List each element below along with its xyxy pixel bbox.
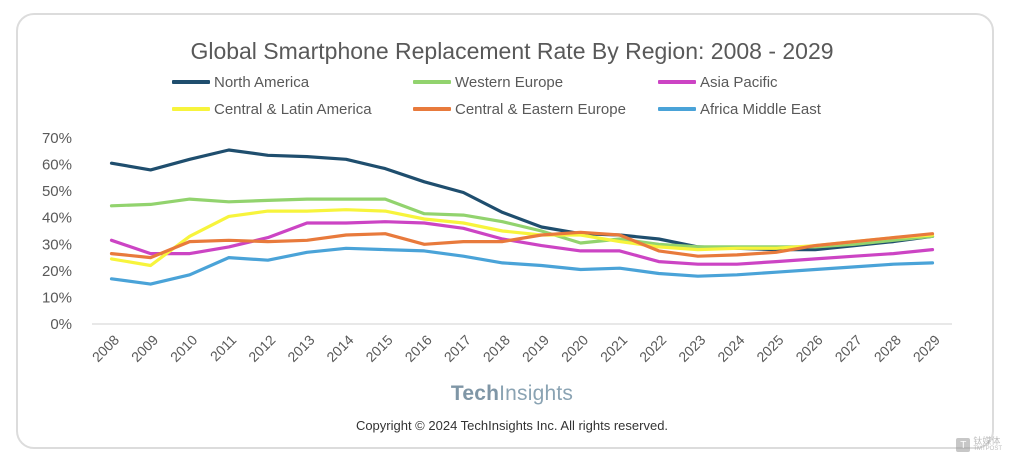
x-tick-label: 2013 [284, 331, 317, 364]
x-tick-label: 2028 [871, 331, 904, 364]
x-tick-label: 2023 [675, 331, 708, 364]
x-tick-label: 2020 [558, 331, 591, 364]
x-tick-label: 2027 [832, 331, 865, 364]
legend-swatch [658, 80, 696, 84]
brand-insights: Insights [499, 382, 574, 405]
x-tick-label: 2019 [519, 331, 552, 364]
series-line-central-latin-america [109, 208, 935, 268]
y-tick-label: 70% [42, 130, 72, 147]
series-line-north-america [109, 148, 935, 252]
legend-label: Western Europe [455, 73, 564, 91]
x-tick-label: 2016 [402, 331, 435, 364]
legend-swatch [172, 107, 210, 111]
y-tick-label: 60% [42, 157, 72, 174]
legend-swatch [172, 80, 210, 84]
legend-label: Asia Pacific [700, 73, 778, 91]
x-tick-label: 2022 [636, 331, 669, 364]
x-tick-label: 2025 [753, 331, 786, 364]
legend-swatch [658, 107, 696, 111]
legend-swatch [413, 107, 451, 111]
y-tick-label: 40% [42, 210, 72, 227]
techinsights-logo: TechInsights [0, 382, 1024, 406]
series-line-central-eastern-europe [109, 230, 935, 260]
legend-item: Africa Middle East [658, 100, 821, 118]
watermark-line1: 钛媒体 [973, 436, 1001, 446]
y-tick-label: 20% [42, 263, 72, 280]
legend-label: Central & Eastern Europe [455, 100, 626, 118]
tmtpost-logo-icon: T [956, 438, 971, 452]
x-tick-label: 2029 [910, 331, 943, 364]
tmtpost-watermark: T 钛媒体 TMTPOST [956, 437, 1002, 453]
legend-item: Central & Latin America [172, 100, 372, 118]
y-tick-label: 30% [42, 236, 72, 253]
x-tick-label: 2021 [597, 331, 630, 364]
series-line-africa-middle-east [109, 246, 935, 286]
x-tick-label: 2017 [441, 331, 474, 364]
legend-label: Africa Middle East [700, 100, 821, 118]
x-tick-label: 2012 [245, 331, 278, 364]
watermark-line2: TMTPOST [973, 446, 1002, 452]
x-tick-label: 2008 [89, 331, 122, 364]
legend-item: Western Europe [413, 73, 563, 91]
legend-item: North America [172, 73, 309, 91]
legend-label: North America [214, 73, 310, 91]
chart-title: Global Smartphone Replacement Rate By Re… [190, 38, 834, 64]
x-tick-label: 2010 [167, 331, 200, 364]
copyright-text: Copyright © 2024 TechInsights Inc. All r… [355, 418, 669, 433]
y-tick-label: 50% [42, 183, 72, 200]
x-tick-label: 2024 [714, 331, 747, 364]
x-tick-label: 2009 [128, 331, 161, 364]
legend-swatch [413, 80, 451, 84]
x-tick-label: 2011 [207, 331, 240, 364]
y-tick-label: 0% [50, 316, 72, 333]
x-tick-label: 2026 [792, 331, 825, 364]
x-tick-label: 2015 [362, 331, 395, 364]
legend-label: Central & Latin America [214, 100, 372, 118]
legend-item: Asia Pacific [658, 73, 778, 91]
x-tick-label: 2014 [323, 331, 356, 364]
x-tick-label: 2018 [480, 331, 513, 364]
brand-tech: Tech [450, 382, 500, 405]
legend-item: Central & Eastern Europe [413, 100, 626, 118]
y-tick-label: 10% [42, 289, 72, 306]
